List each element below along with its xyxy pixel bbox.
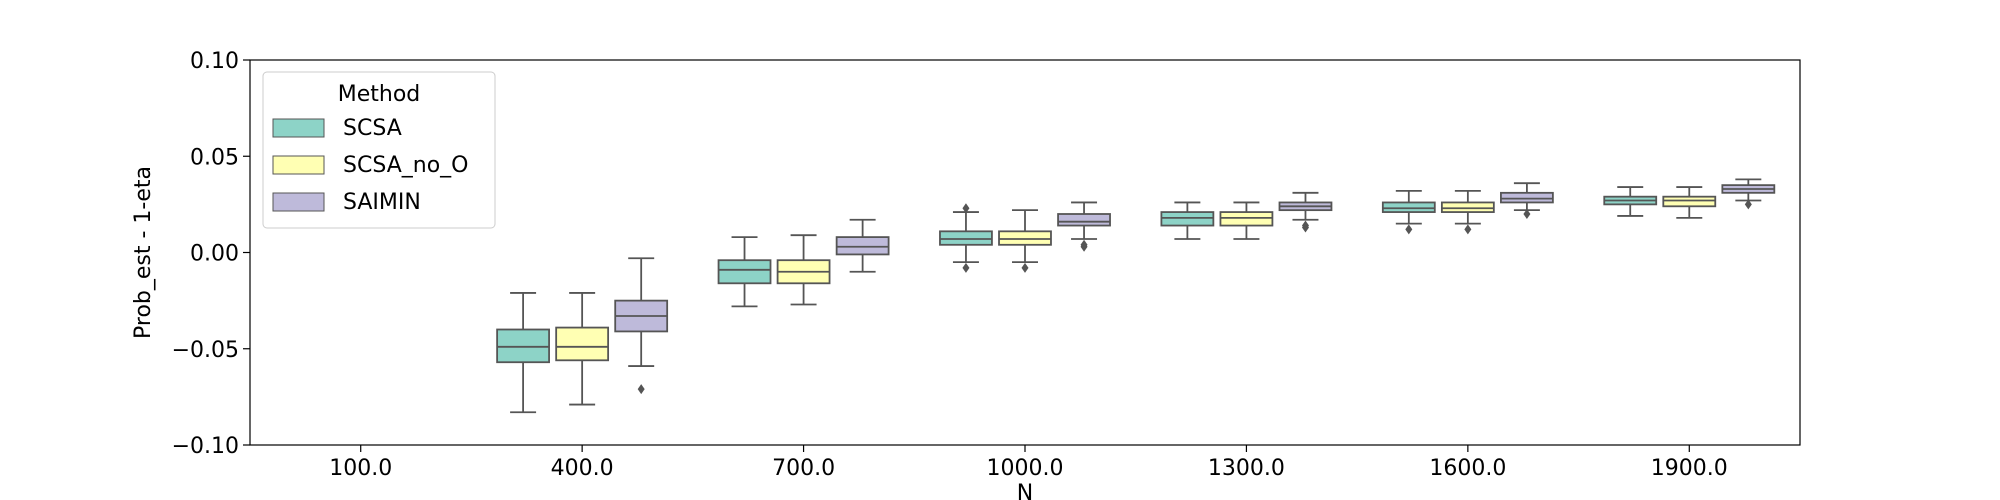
box-SCSA_no_O-700.0 (776, 234, 831, 306)
legend-label: SCSA_no_O (343, 153, 468, 178)
outlier-point (1744, 199, 1752, 210)
box-SCSA-1600.0 (1381, 189, 1436, 235)
outlier-point (1080, 239, 1088, 250)
box-SCSA_no_O-1900.0 (1662, 186, 1717, 219)
y-axis-label: Prob_est - 1-eta (131, 166, 156, 339)
x-tick-label: 1300.0 (1208, 456, 1285, 481)
legend-title: Method (338, 82, 421, 107)
y-axis: −0.10 −0.05 0.00 0.05 0.10 (172, 49, 250, 459)
outlier-point (1464, 224, 1472, 235)
box-SCSA-1300.0 (1160, 201, 1215, 240)
x-tick-label: 700.0 (772, 456, 835, 481)
box-SCSA-700.0 (717, 236, 772, 308)
box-SAIMIN-1900.0 (1721, 178, 1776, 210)
x-tick-label: 100.0 (329, 456, 392, 481)
boxes-layer (496, 178, 1776, 414)
box-body (496, 328, 550, 364)
x-tick-label: 1600.0 (1429, 456, 1506, 481)
legend-label: SCSA (343, 116, 402, 141)
x-axis-label: N (1017, 481, 1033, 500)
box-body (1500, 191, 1554, 204)
box-body (1662, 195, 1717, 208)
box-SCSA-1900.0 (1603, 186, 1658, 217)
x-axis: 100.0 400.0 700.0 1000.0 1300.0 1600.0 1900.0 (329, 445, 1728, 481)
box-body (1381, 201, 1436, 213)
outlier-point (1021, 262, 1029, 273)
box-body (835, 236, 890, 256)
box-body (998, 230, 1052, 246)
legend-swatch (272, 192, 325, 212)
outlier-point (637, 384, 645, 395)
box-body (1057, 213, 1111, 227)
box-SCSA_no_O-1000.0 (998, 209, 1052, 273)
box-SCSA_no_O-400.0 (555, 292, 610, 406)
box-SAIMIN-1600.0 (1500, 182, 1554, 219)
y-tick-label: 0.10 (190, 49, 239, 74)
legend-swatch (272, 118, 325, 138)
box-SCSA-1000.0 (939, 203, 993, 273)
legend: Method SCSA SCSA_no_O SAIMIN (262, 71, 496, 229)
box-SAIMIN-1000.0 (1057, 201, 1111, 252)
box-SAIMIN-1300.0 (1278, 191, 1333, 233)
box-body (717, 259, 772, 285)
y-tick-label: 0.05 (190, 145, 239, 170)
x-tick-label: 1900.0 (1651, 456, 1728, 481)
box-body (1440, 201, 1495, 213)
legend-frame (262, 71, 496, 229)
box-body (1160, 211, 1215, 227)
legend-label: SAIMIN (343, 190, 421, 215)
box-body (1219, 211, 1274, 227)
y-tick-label: −0.10 (172, 434, 239, 459)
outlier-point (962, 203, 970, 214)
box-body (939, 230, 993, 246)
x-tick-label: 1000.0 (987, 456, 1064, 481)
x-tick-label: 400.0 (551, 456, 614, 481)
outlier-point (1301, 220, 1309, 231)
y-tick-label: 0.00 (190, 242, 239, 267)
box-body (555, 326, 610, 362)
box-SCSA-400.0 (496, 292, 550, 414)
box-SAIMIN-700.0 (835, 218, 890, 273)
outlier-point (1405, 224, 1413, 235)
box-SAIMIN-400.0 (614, 257, 669, 395)
outlier-point (1523, 209, 1531, 219)
box-SCSA_no_O-1300.0 (1219, 201, 1274, 240)
y-tick-label: −0.05 (172, 338, 239, 363)
legend-swatch (272, 155, 325, 175)
outlier-point (962, 262, 970, 273)
box-SCSA_no_O-1600.0 (1440, 189, 1495, 235)
